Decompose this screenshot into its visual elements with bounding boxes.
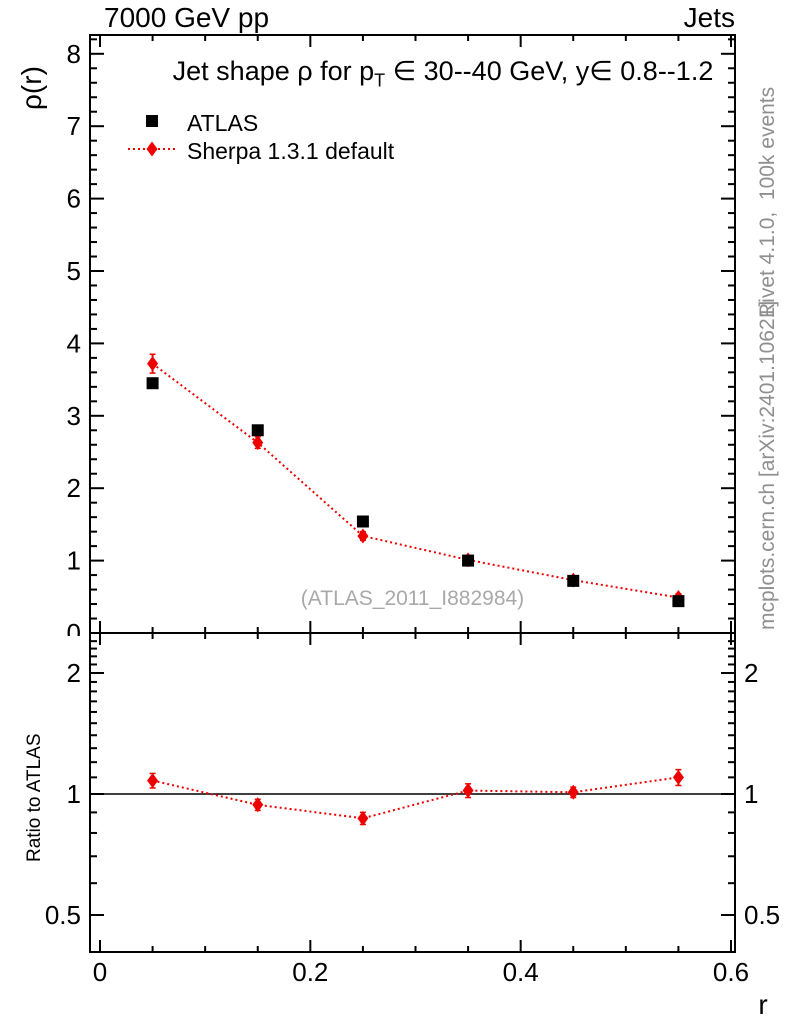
svg-text:6: 6	[67, 184, 81, 214]
svg-text:8: 8	[67, 39, 81, 69]
plot-title-post: ∈ 30--40 GeV, y∈ 0.8--1.2	[385, 56, 714, 86]
axis-ticks	[90, 35, 735, 952]
svg-text:0.5: 0.5	[45, 900, 81, 930]
svg-text:3: 3	[67, 401, 81, 431]
svg-text:7: 7	[67, 111, 81, 141]
watermark-label: (ATLAS_2011_I882984)	[300, 587, 525, 610]
beam-energy-label: 7000 GeV pp	[104, 2, 270, 33]
legend-sherpa-label: Sherpa 1.3.1 default	[187, 138, 395, 164]
svg-text:0.5: 0.5	[744, 900, 780, 930]
axis-tick-labels: 0 0.2 0.4 0.6 0 1 2 3 4 5 6 7 8 0.5 0.5 1 1 2 2 r	[45, 39, 780, 1020]
svg-text:1: 1	[744, 779, 758, 809]
series-atlas	[146, 377, 685, 608]
svg-text:2: 2	[67, 658, 81, 688]
legend-diamond-marker-icon	[146, 141, 158, 157]
legend-square-marker-icon	[146, 115, 158, 127]
svg-text:2: 2	[67, 473, 81, 503]
analysis-group-label: Jets	[683, 2, 735, 33]
x-axis-label: r	[758, 989, 767, 1020]
series-ratio-sherpa	[147, 768, 684, 826]
svg-text:1: 1	[67, 779, 81, 809]
svg-text:0: 0	[67, 618, 81, 648]
plot-title-pre: Jet shape ρ for p	[172, 56, 375, 86]
plot-frames	[89, 34, 736, 953]
svg-text:0: 0	[93, 957, 107, 987]
svg-text:0.2: 0.2	[292, 957, 328, 987]
plot-title-sub: T	[374, 70, 386, 91]
svg-text:2: 2	[744, 658, 758, 688]
legend-atlas-label: ATLAS	[187, 110, 259, 136]
svg-text:0.6: 0.6	[713, 957, 749, 987]
svg-text:1: 1	[67, 546, 81, 576]
svg-text:4: 4	[67, 328, 81, 358]
series-sherpa	[147, 353, 684, 606]
plot-title: Jet shape ρ for pT ∈ 30--40 GeV, y∈ 0.8-…	[150, 56, 736, 91]
svg-text:0.4: 0.4	[503, 957, 539, 987]
svg-text:5: 5	[67, 256, 81, 286]
legend-markers	[128, 115, 176, 157]
